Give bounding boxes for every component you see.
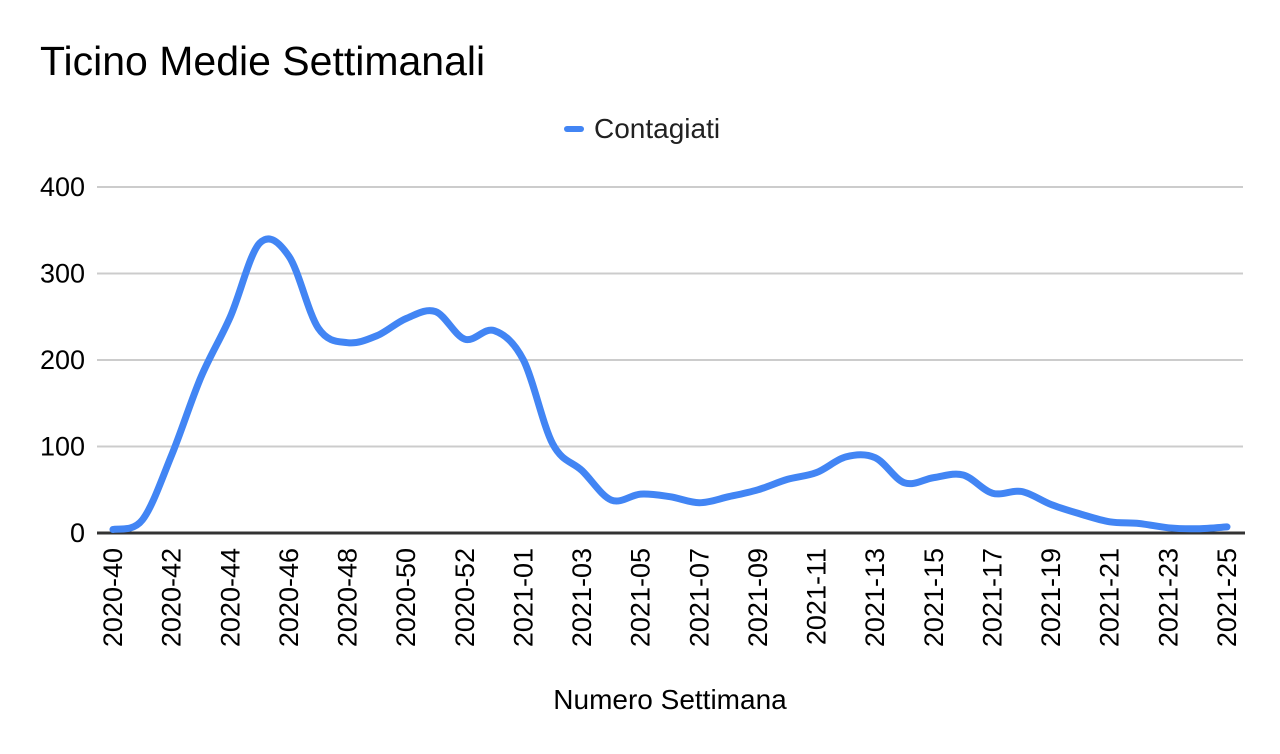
- x-tick-label: 2020-48: [333, 548, 363, 647]
- legend-item-contagiati: Contagiati: [594, 113, 721, 144]
- x-tick-label: 2020-46: [274, 548, 304, 647]
- x-tick-label: 2021-11: [802, 548, 832, 645]
- y-tick-label: 200: [40, 345, 85, 375]
- x-tick-label: 2021-21: [1095, 548, 1125, 647]
- x-tick-label: 2020-44: [215, 548, 245, 647]
- x-tick-label: 2021-15: [919, 548, 949, 647]
- x-tick-label: 2021-19: [1036, 548, 1066, 647]
- series-line-contagiati: [109, 235, 1231, 533]
- x-tick-label: 2021-25: [1212, 548, 1242, 647]
- y-tick-label: 0: [70, 518, 85, 548]
- x-tick-label: 2021-23: [1153, 548, 1183, 647]
- y-tick-label: 400: [40, 172, 85, 202]
- x-tick-label: 2021-13: [860, 548, 890, 647]
- x-tick-label: 2020-52: [450, 548, 480, 647]
- x-tick-label: 2020-50: [391, 548, 421, 647]
- x-tick-label: 2021-03: [567, 548, 597, 647]
- x-tick-label: 2021-17: [978, 548, 1008, 647]
- x-tick-label: 2021-09: [743, 548, 773, 647]
- y-tick-label: 300: [40, 259, 85, 289]
- legend: Contagiati: [564, 112, 720, 146]
- chart-title: Ticino Medie Settimanali: [40, 38, 486, 84]
- x-axis-title: Numero Settimana: [553, 684, 787, 715]
- x-tick-label: 2021-01: [508, 548, 538, 647]
- x-tick-label: 2021-07: [684, 548, 714, 647]
- y-tick-label: 100: [40, 432, 85, 462]
- x-tick-label: 2020-40: [98, 548, 128, 647]
- legend-line-swatch-icon: [564, 126, 584, 132]
- x-tick-label: 2020-42: [157, 548, 187, 647]
- x-tick-label: 2021-05: [626, 548, 656, 647]
